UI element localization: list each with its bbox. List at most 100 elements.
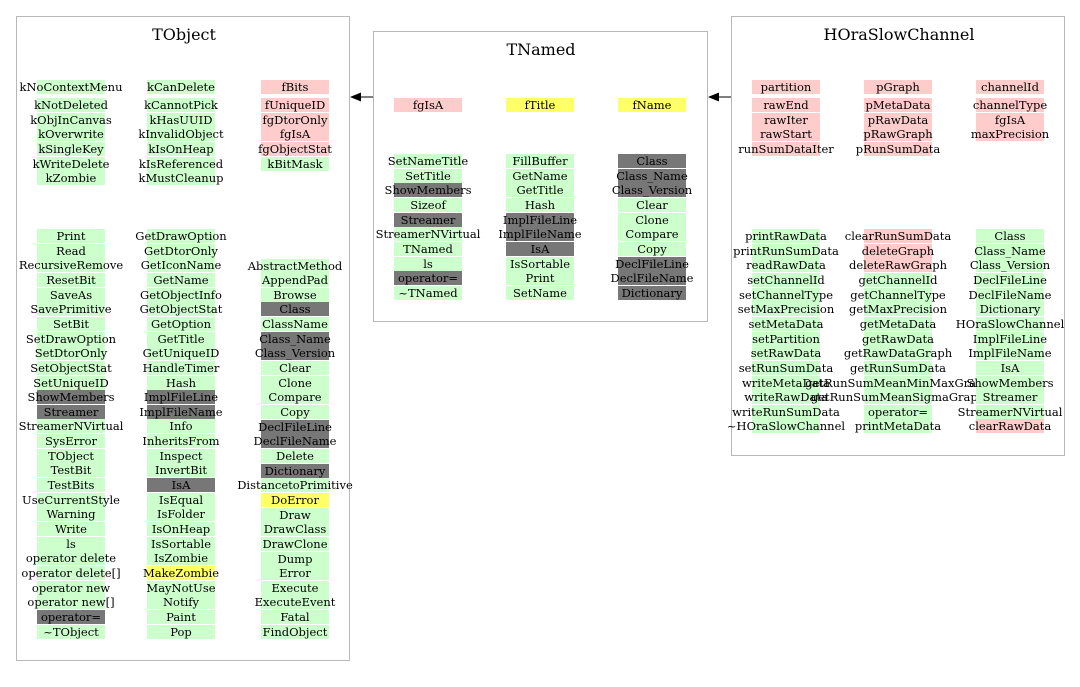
member-background: [147, 156, 215, 171]
member-background: [618, 212, 686, 227]
member-background: [752, 141, 820, 156]
member-label: SaveAs: [49, 287, 93, 302]
member-tobject-declfileline: DeclFileLine: [225, 419, 365, 434]
member-label: IsA: [1000, 360, 1020, 375]
member-tobject-makezombie: MakeZombie: [111, 565, 251, 580]
member-tobject-operator-delete: operator delete[]: [1, 565, 141, 580]
member-horaslowchannel-rawiter: rawIter: [716, 112, 856, 127]
member-tobject-kmustcleanup: kMustCleanup: [111, 171, 251, 186]
member-background: [37, 80, 105, 94]
member-background: [261, 463, 329, 478]
member-horaslowchannel-fgisa: fgIsA: [940, 112, 1080, 127]
member-background: [506, 212, 574, 227]
member-label: kNotDeleted: [34, 98, 108, 112]
member-label: channelId: [981, 80, 1039, 94]
member-background: [976, 258, 1044, 273]
member-label: getRawData: [862, 331, 934, 346]
member-label: FillBuffer: [512, 154, 568, 168]
member-label: IsEqual: [158, 492, 204, 507]
member-label: StreamerNVirtual: [957, 404, 1063, 419]
member-tnamed-class-name: Class_Name: [582, 168, 722, 183]
member-label: Compare: [268, 390, 322, 405]
member-background: [261, 507, 329, 522]
member-tnamed-ftitle: fTitle: [470, 98, 610, 112]
member-horaslowchannel-operator: operator=: [828, 404, 968, 419]
member-tnamed-dictionary: Dictionary: [582, 285, 722, 300]
member-background: [752, 316, 820, 331]
member-background: [864, 141, 932, 156]
member-background: [752, 80, 820, 94]
member-tobject-maynotuse: MayNotUse: [111, 580, 251, 595]
member-label: operator=: [867, 404, 929, 419]
member-background: [752, 272, 820, 287]
member-background: [976, 390, 1044, 405]
member-tnamed-tnamed: TNamed: [358, 241, 498, 256]
member-tobject-operator: operator=: [1, 609, 141, 624]
member-background: [261, 610, 329, 625]
member-tnamed-compare: Compare: [582, 227, 722, 242]
member-label: GetObjectStat: [139, 302, 223, 317]
member-label: Warning: [46, 507, 96, 522]
member-label: operator delete[]: [21, 565, 121, 580]
member-tobject-write: Write: [1, 522, 141, 536]
member-horaslowchannel-prawgraph: pRawGraph: [828, 127, 968, 142]
member-background: [976, 229, 1044, 243]
member-background: [752, 243, 820, 258]
member-background: [506, 227, 574, 242]
member-background: [37, 171, 105, 186]
member-label: Browse: [273, 287, 317, 302]
member-label: ResetBit: [46, 272, 96, 287]
member-background: [976, 331, 1044, 346]
member-tobject-paint: Paint: [111, 609, 251, 624]
member-background: [37, 302, 105, 317]
member-tobject-class: Class: [225, 302, 365, 317]
member-tobject-knocontextmenu: kNoContextMenu: [1, 80, 141, 94]
member-label: DeclFileName: [253, 434, 337, 449]
member-horaslowchannel-getmetadata: getMetaData: [828, 316, 968, 331]
member-label: partition: [760, 80, 812, 94]
member-tobject-kinvalidobject: kInvalidObject: [111, 127, 251, 142]
member-label: operator=: [40, 609, 102, 624]
member-tobject-findobject: FindObject: [225, 624, 365, 639]
member-label: Execute: [271, 580, 319, 595]
member-label: ImplFileLine: [972, 331, 1048, 346]
member-label: kWriteDelete: [32, 156, 110, 171]
member-horaslowchannel-writerunsumdata: writeRunSumData: [716, 404, 856, 419]
member-tobject-drawclass: DrawClass: [225, 522, 365, 537]
member-background: [147, 141, 215, 156]
member-label: fgIsA: [279, 127, 311, 142]
member-label: ClassName: [262, 317, 328, 332]
member-background: [37, 404, 105, 419]
member-background: [147, 595, 215, 610]
member-background: [976, 272, 1044, 287]
member-horaslowchannel-rawend: rawEnd: [716, 98, 856, 112]
member-background: [752, 404, 820, 419]
member-background: [147, 448, 215, 463]
member-background: [37, 375, 105, 390]
member-tobject-fatal: Fatal: [225, 610, 365, 625]
member-background: [976, 112, 1044, 127]
member-label: setMaxPrecision: [737, 302, 835, 317]
member-tnamed-getname: GetName: [470, 168, 610, 183]
member-label: IsSortable: [509, 256, 571, 271]
member-tobject-setdrawoption: SetDrawOption: [1, 331, 141, 346]
member-tobject-geticonname: GetIconName: [111, 258, 251, 273]
member-background: [147, 565, 215, 580]
member-background: [37, 112, 105, 127]
member-background: [976, 404, 1044, 419]
member-background: [147, 580, 215, 595]
member-background: [147, 302, 215, 317]
member-label: Pop: [170, 624, 192, 639]
member-tobject-print: Print: [1, 229, 141, 243]
member-background: [752, 390, 820, 405]
member-horaslowchannel-readrawdata: readRawData: [716, 258, 856, 273]
member-label: GetName: [512, 168, 568, 183]
member-background: [147, 551, 215, 566]
member-background: [147, 536, 215, 551]
member-tobject-execute: Execute: [225, 580, 365, 595]
member-label: fgObjectStat: [258, 141, 332, 156]
member-label: Streamer: [43, 404, 99, 419]
member-background: [506, 197, 574, 212]
member-label: InvertBit: [154, 463, 208, 478]
member-label: fUniqueID: [264, 98, 326, 112]
